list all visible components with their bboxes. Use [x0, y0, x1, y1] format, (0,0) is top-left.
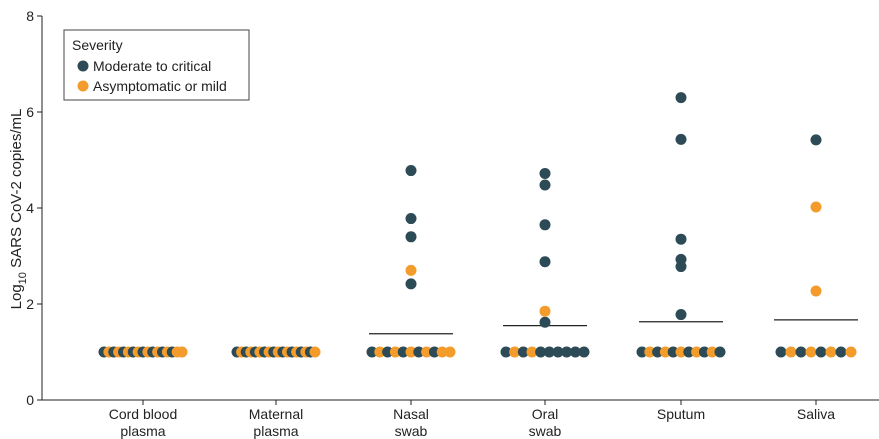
data-point-asymptomatic-or-mild: [444, 346, 456, 358]
data-point-moderate-to-critical: [517, 346, 529, 358]
data-point-moderate-to-critical: [543, 346, 555, 358]
data-point-moderate-to-critical: [675, 133, 687, 145]
data-point-asymptomatic-or-mild: [526, 346, 538, 358]
data-point-moderate-to-critical: [539, 256, 551, 268]
data-point-asymptomatic-or-mild: [785, 346, 797, 358]
legend-swatch-moderate-to-critical: [77, 60, 89, 72]
y-tick-label: 0: [26, 392, 34, 408]
y-axis-title-subscript: 10: [17, 272, 29, 284]
data-point-moderate-to-critical: [397, 346, 409, 358]
data-point-moderate-to-critical: [667, 346, 679, 358]
data-point-moderate-to-critical: [578, 346, 590, 358]
data-point-moderate-to-critical: [815, 346, 827, 358]
data-point-asymptomatic-or-mild: [675, 346, 687, 358]
y-tick-label: 6: [26, 104, 34, 120]
x-category-label-maternal-plasma: Maternal plasma: [249, 406, 303, 439]
data-point-asymptomatic-or-mild: [421, 346, 433, 358]
legend-title: Severity: [72, 37, 123, 53]
data-point-moderate-to-critical: [835, 346, 847, 358]
data-point-asymptomatic-or-mild: [659, 346, 671, 358]
data-point-moderate-to-critical: [714, 346, 726, 358]
category-labels: Cord blood plasma Maternal plasma Nasal swab O…: [109, 406, 836, 439]
data-point-asymptomatic-or-mild: [644, 346, 656, 358]
data-point-moderate-to-critical: [561, 346, 573, 358]
data-point-moderate-to-critical: [795, 346, 807, 358]
data-point-moderate-to-critical: [675, 309, 687, 321]
data-point-moderate-to-critical: [675, 92, 687, 104]
x-category-label-cord-blood-plasma: Cord blood plasma: [109, 406, 178, 439]
data-point-moderate-to-critical: [810, 134, 822, 146]
data-point-moderate-to-critical: [405, 213, 417, 225]
data-point-moderate-to-critical: [539, 219, 551, 231]
data-point-moderate-to-critical: [405, 231, 417, 243]
data-point-asymptomatic-or-mild: [810, 285, 822, 297]
data-point-asymptomatic-or-mild: [825, 346, 837, 358]
x-category-label-oral-swab: Oral swab: [529, 406, 562, 439]
data-point-moderate-to-critical: [500, 346, 512, 358]
x-category-label-nasal-swab: Nasal swab: [393, 406, 429, 439]
median-lines: [101, 319, 858, 353]
data-point-moderate-to-critical: [405, 278, 417, 290]
y-tick-label: 2: [26, 296, 34, 312]
data-point-moderate-to-critical: [675, 261, 687, 273]
legend-swatch-asymptomatic-or-mild: [77, 80, 89, 92]
data-point-moderate-to-critical: [652, 346, 664, 358]
data-point-asymptomatic-or-mild: [810, 201, 822, 213]
data-points: [98, 92, 857, 358]
data-point-asymptomatic-or-mild: [436, 346, 448, 358]
data-point-moderate-to-critical: [775, 346, 787, 358]
axes: 0 2 4 6 8: [26, 8, 879, 408]
data-point-asymptomatic-or-mild: [845, 346, 857, 358]
data-point-asymptomatic-or-mild: [539, 305, 551, 317]
data-point-asymptomatic-or-mild: [691, 346, 703, 358]
x-category-label-saliva: Saliva: [797, 406, 835, 422]
data-point-asymptomatic-or-mild: [176, 346, 188, 358]
data-point-moderate-to-critical: [405, 165, 417, 177]
data-point-moderate-to-critical: [539, 167, 551, 179]
data-point-moderate-to-critical: [382, 346, 394, 358]
legend: Severity Moderate to critical Asymptomat…: [63, 29, 250, 101]
data-point-asymptomatic-or-mild: [805, 346, 817, 358]
data-point-asymptomatic-or-mild: [389, 346, 401, 358]
data-point-asymptomatic-or-mild: [374, 346, 386, 358]
data-point-moderate-to-critical: [428, 346, 440, 358]
data-point-moderate-to-critical: [539, 179, 551, 191]
data-point-moderate-to-critical: [366, 346, 378, 358]
data-point-moderate-to-critical: [552, 346, 564, 358]
data-point-asymptomatic-or-mild: [309, 346, 321, 358]
legend-box: [63, 29, 250, 101]
y-tick-label: 4: [26, 200, 34, 216]
data-point-moderate-to-critical: [698, 346, 710, 358]
data-point-moderate-to-critical: [683, 346, 695, 358]
data-point-moderate-to-critical: [675, 233, 687, 245]
data-point-moderate-to-critical: [413, 346, 425, 358]
data-point-asymptomatic-or-mild: [509, 346, 521, 358]
data-point-asymptomatic-or-mild: [405, 264, 417, 276]
legend-label-moderate-to-critical: Moderate to critical: [93, 58, 211, 74]
data-point-asymptomatic-or-mild: [405, 346, 417, 358]
data-point-asymptomatic-or-mild: [706, 346, 718, 358]
y-axis-title-suffix: SARS CoV-2 copies/mL: [8, 109, 25, 272]
y-axis-title: Log10 SARS CoV-2 copies/mL: [8, 109, 29, 310]
data-point-moderate-to-critical: [569, 346, 581, 358]
y-axis-title-prefix: Log: [8, 284, 25, 309]
x-category-label-sputum: Sputum: [657, 406, 705, 422]
data-point-moderate-to-critical: [636, 346, 648, 358]
data-point-moderate-to-critical: [539, 316, 551, 328]
data-point-moderate-to-critical: [535, 346, 547, 358]
y-tick-label: 8: [26, 8, 34, 24]
legend-label-asymptomatic-or-mild: Asymptomatic or mild: [93, 78, 227, 94]
